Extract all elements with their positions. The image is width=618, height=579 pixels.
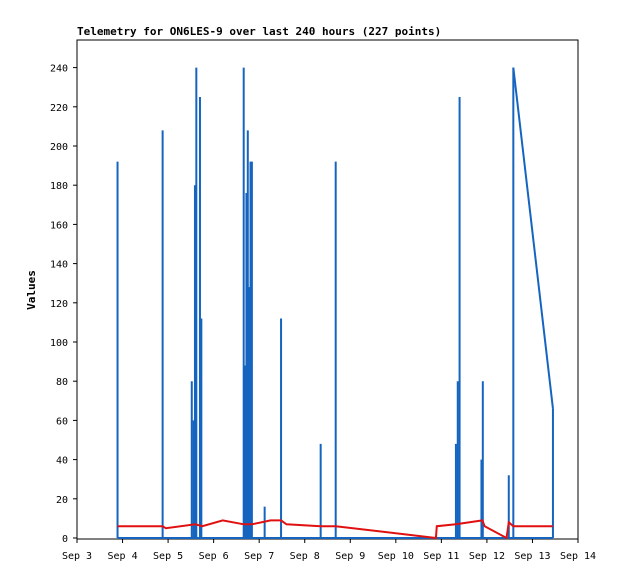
x-tick-label: Sep 5 (153, 551, 183, 562)
y-tick-label: 100 (50, 338, 68, 349)
x-tick-label: Sep 3 (62, 551, 92, 562)
red-line (117, 519, 553, 540)
x-tick-label: Sep 13 (514, 551, 550, 562)
x-tick-label: Sep 6 (199, 551, 229, 562)
y-tick-label: 180 (50, 181, 68, 192)
series-blue (116, 67, 554, 539)
x-tick-label: Sep 7 (244, 551, 274, 562)
x-tick-label: Sep 9 (335, 551, 365, 562)
y-tick-label: 80 (56, 377, 68, 388)
y-axis-label: Values (25, 270, 38, 310)
blue-ramp (512, 67, 554, 409)
y-tick-label: 60 (56, 416, 68, 427)
y-tick-label: 200 (50, 142, 68, 153)
x-tick-label: Sep 14 (560, 551, 596, 562)
y-tick-label: 140 (50, 260, 68, 271)
y-tick-label: 160 (50, 220, 68, 231)
plot-area (76, 39, 579, 540)
x-tick-label: Sep 11 (423, 551, 459, 562)
y-tick-label: 40 (56, 456, 68, 467)
y-tick-label: 120 (50, 299, 68, 310)
x-axis: Sep 3 Sep 4 Sep 5 Sep 6 Sep 7 Sep 8 Sep 9 Sep 1… (62, 539, 596, 562)
y-tick-label: 20 (56, 495, 68, 506)
y-tick-label: 220 (50, 103, 68, 114)
y-tick-label: 240 (50, 64, 68, 75)
x-tick-label: Sep 12 (469, 551, 505, 562)
chart-title: Telemetry for ON6LES-9 over last 240 hou… (77, 25, 441, 38)
y-tick-label: 0 (62, 534, 68, 545)
series-red (117, 519, 553, 540)
x-tick-label: Sep 8 (290, 551, 320, 562)
x-tick-label: Sep 4 (107, 551, 137, 562)
x-tick-label: Sep 10 (378, 551, 414, 562)
y-axis: 0 20 40 60 80 100 120 140 160 180 200 220 240 (50, 64, 77, 545)
